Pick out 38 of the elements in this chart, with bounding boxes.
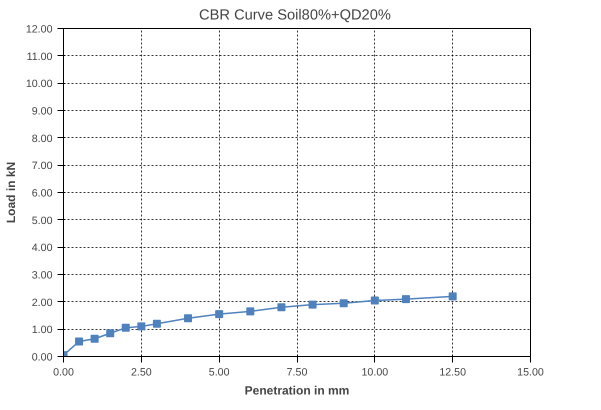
y-tick-label: 4.00 [32, 242, 53, 254]
point [122, 324, 130, 332]
y-axis-title: Load in kN [4, 162, 18, 224]
y-tick-label: 10.00 [26, 78, 53, 90]
point [137, 322, 146, 330]
point [215, 310, 224, 318]
point [75, 337, 84, 346]
point [246, 307, 254, 316]
point [106, 329, 114, 338]
y-tick-label: 1.00 [32, 324, 53, 336]
point [370, 296, 379, 304]
point [277, 303, 286, 312]
x-axis-title: Penetration in mm [244, 384, 350, 398]
y-tick-label: 8.00 [32, 132, 53, 145]
x-tick-label: 0.00 [53, 366, 74, 378]
y-tick-label: 7.00 [32, 160, 53, 172]
x-tick-label: 10.00 [362, 366, 388, 378]
x-tick-label: 7.50 [286, 366, 308, 378]
point [340, 299, 348, 308]
chart-title: CBR Curve Soil80%+QD20% [199, 8, 391, 24]
y-tick-label: 6.00 [32, 188, 53, 200]
y-tick-label: 2.00 [32, 296, 53, 309]
y-tick-label: 9.00 [32, 106, 53, 118]
y-tick-label: 5.00 [32, 214, 53, 227]
x-tick-label: 2.50 [130, 366, 152, 378]
point [184, 314, 192, 322]
x-tick-label: 12.50 [439, 366, 466, 378]
x-tick-label: 15.00 [517, 366, 544, 378]
point [308, 300, 317, 309]
y-tick-label: 0.00 [32, 352, 53, 364]
y-tick-label: 11.00 [26, 50, 53, 63]
y-tick-label: 3.00 [32, 270, 53, 282]
y-tick-label: 12.00 [26, 24, 53, 36]
x-tick-label: 5.00 [208, 366, 230, 378]
point [90, 334, 99, 343]
point [448, 292, 457, 300]
point [152, 320, 161, 328]
point [402, 295, 410, 304]
